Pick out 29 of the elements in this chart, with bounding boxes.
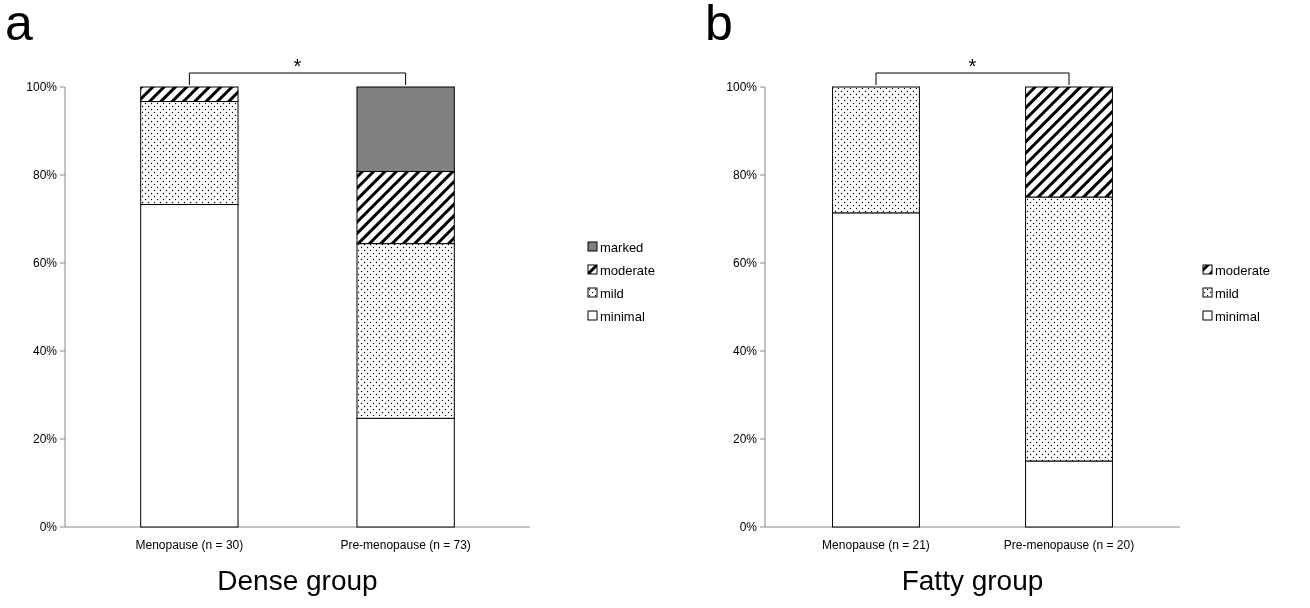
y-tick-label: 40% (732, 344, 758, 359)
y-tick-label: 0% (39, 520, 58, 535)
legend-label: mild (600, 285, 624, 301)
chart-title: b (705, 0, 733, 51)
y-tick-label: 0% (739, 520, 758, 535)
y-tick-label: 80% (32, 168, 58, 183)
legend-label: minimal (600, 308, 645, 324)
y-tick-label: 100% (26, 80, 58, 95)
x-tick-label: Menopause (n = 30) (135, 538, 244, 552)
text: * (968, 55, 977, 77)
legend-label: marked (600, 239, 644, 255)
y-tick-label: 60% (732, 256, 758, 271)
legend-label: mild (1215, 285, 1239, 301)
x-tick-label: Pre-menopause (n = 20) (1003, 538, 1135, 552)
text: * (293, 55, 302, 77)
x-axis-title: Dense group (217, 565, 378, 596)
y-tick-label: 100% (726, 80, 758, 95)
x-tick-label: Menopause (n = 21) (822, 538, 930, 552)
legend-label: moderate (600, 262, 655, 278)
legend-label: minimal (1215, 308, 1260, 324)
y-tick-label: 40% (32, 344, 58, 359)
x-tick-label: Pre-menopause (n = 73) (340, 538, 471, 552)
x-axis-title: Fatty group (901, 565, 1044, 596)
y-tick-label: 80% (732, 168, 758, 183)
y-tick-label: 20% (732, 432, 758, 447)
legend-label: moderate (1215, 262, 1270, 278)
chart-title: a (5, 0, 33, 51)
y-tick-label: 20% (32, 432, 58, 447)
y-tick-label: 60% (32, 256, 58, 271)
